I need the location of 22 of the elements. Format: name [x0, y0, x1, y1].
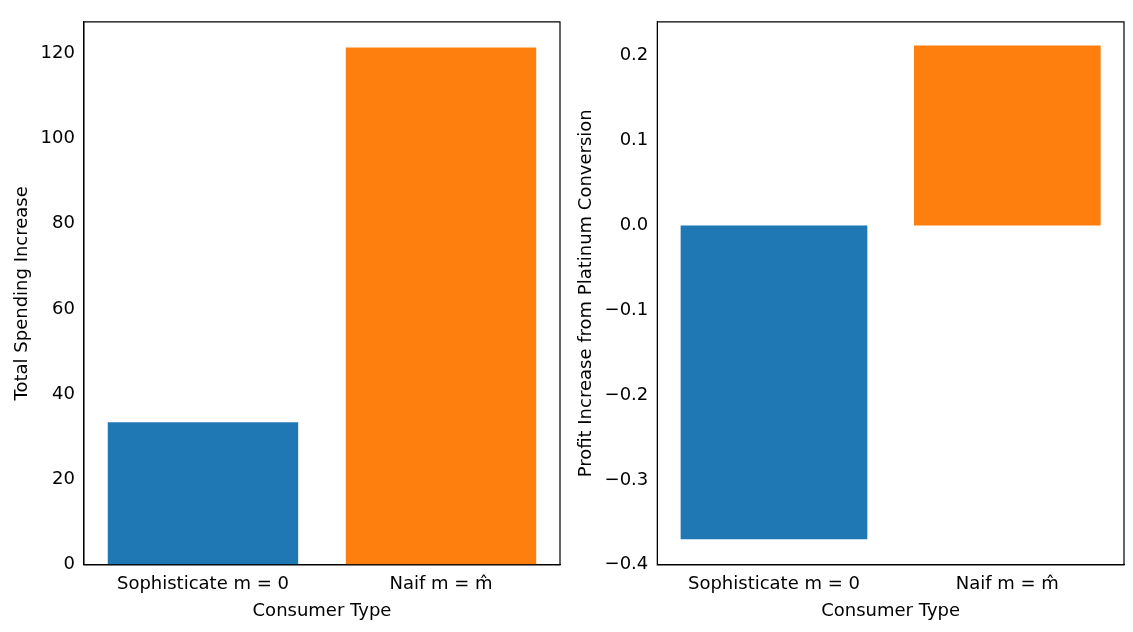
y-tick-label: −0.4 [604, 552, 649, 574]
x-tick-label: Naif m = m̂ [389, 572, 493, 594]
y-tick-label: 120 [40, 40, 75, 62]
y-tick-label: −0.1 [604, 297, 649, 319]
y-tick-label: −0.2 [604, 382, 649, 404]
y-tick-label: 0.0 [619, 213, 649, 235]
x-tick-label: Sophisticate m = 0 [687, 572, 860, 594]
y-tick-label: 0.2 [619, 43, 649, 65]
x-axis-title: Consumer Type [821, 598, 961, 620]
x-tick-label: Sophisticate m = 0 [116, 572, 289, 594]
y-tick-label: 20 [52, 467, 75, 489]
x-tick-label: Naif m = m̂ [955, 572, 1059, 594]
y-tick-label: 40 [52, 381, 75, 403]
y-tick-label: 0.1 [619, 128, 649, 150]
y-tick-label: 0 [63, 552, 75, 574]
y-tick-label: −0.3 [604, 467, 649, 489]
y-axis-title: Profit Increase from Platinum Conversion [574, 109, 596, 478]
y-axis-title: Total Spending Increase [10, 186, 32, 402]
y-tick-label: 100 [40, 125, 75, 147]
y-tick-label: 60 [52, 296, 75, 318]
y-tick-label: 80 [52, 211, 75, 233]
x-axis-title: Consumer Type [252, 598, 392, 620]
